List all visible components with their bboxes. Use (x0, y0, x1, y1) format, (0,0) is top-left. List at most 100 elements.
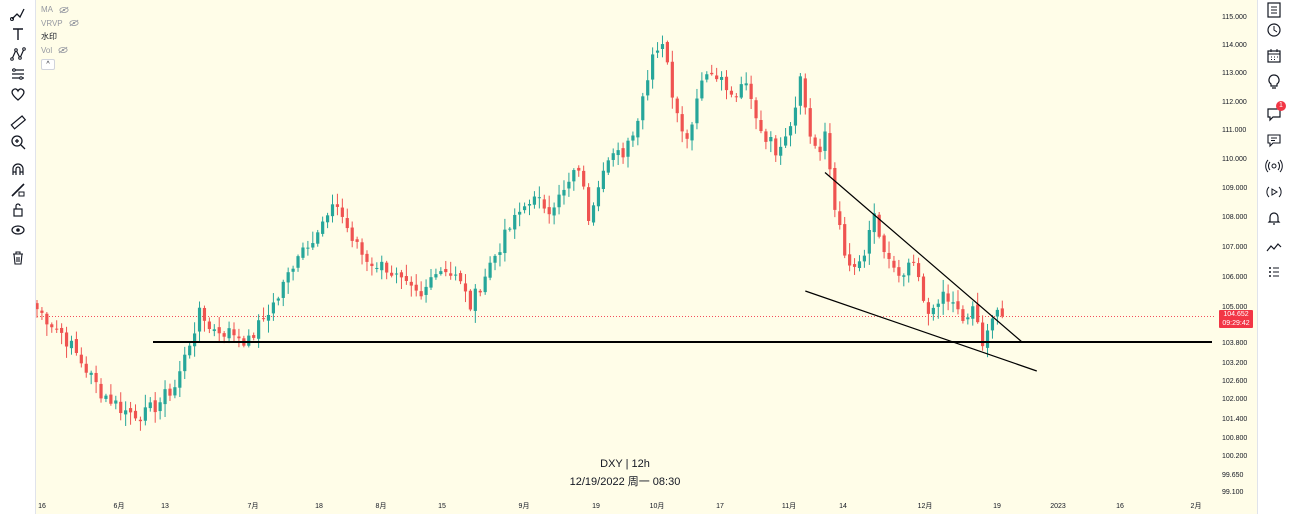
candle-body (527, 204, 532, 206)
candle-body (434, 274, 438, 278)
notifications-icon[interactable] (1264, 208, 1284, 228)
candle-body (616, 150, 620, 156)
calendar-icon[interactable] (1264, 46, 1284, 66)
chat-icon[interactable]: 1 (1264, 101, 1286, 124)
candle-body (330, 204, 335, 217)
candle-body (212, 329, 216, 332)
lower-trendline[interactable] (805, 290, 1037, 372)
alerts-icon[interactable] (1264, 20, 1284, 40)
candle-body (429, 277, 433, 288)
upper-trendline[interactable] (824, 172, 1023, 343)
price-tick-label: 105.000 (1222, 304, 1247, 311)
brush-lock-icon[interactable] (8, 180, 28, 200)
legend-item-watermark[interactable]: 水印 (41, 30, 79, 44)
candle-body (680, 114, 684, 132)
candle-body (311, 243, 315, 248)
eye-off-icon[interactable] (69, 19, 79, 27)
candle-body (990, 318, 995, 331)
candle-body (424, 286, 428, 295)
time-tick-label: 9月 (519, 502, 530, 510)
candle-body (345, 218, 349, 229)
ruler-icon[interactable] (8, 112, 28, 132)
candle-body (769, 137, 773, 142)
candle-body (636, 120, 640, 138)
candle-body (360, 242, 364, 255)
ideas-icon[interactable] (1264, 72, 1284, 92)
watchlist-icon[interactable] (1264, 0, 1284, 20)
price-tick-label: 106.000 (1222, 274, 1247, 281)
candle-body (951, 302, 955, 304)
candle-body (631, 135, 635, 141)
candle-body (838, 211, 842, 226)
cursor-draw-icon[interactable] (8, 4, 28, 24)
trash-icon[interactable] (8, 248, 28, 268)
candle-body (458, 273, 463, 282)
candle-body (178, 371, 182, 388)
indicator-legend: MA VRVP 水印 Vol ^ (41, 3, 79, 70)
candle-countdown: 09:29:42 (1222, 320, 1250, 328)
legend-collapse-button[interactable]: ^ (41, 59, 55, 70)
candle-body (266, 314, 271, 321)
eye-off-icon[interactable] (58, 46, 68, 54)
time-tick-label: 16 (38, 503, 46, 510)
zoom-in-icon[interactable] (8, 132, 28, 152)
eye-off-icon[interactable] (59, 6, 69, 14)
candle-body (651, 54, 655, 80)
candle-body (872, 213, 876, 233)
price-axis[interactable]: 115.000 114.000 113.000 112.000 111.000 110.0… (1222, 14, 1247, 496)
heart-icon[interactable] (8, 84, 28, 104)
legend-item-vrvp[interactable]: VRVP (41, 17, 79, 31)
candle-body (281, 281, 285, 298)
candle-body (916, 263, 921, 278)
candle-body (946, 293, 950, 302)
legend-item-vol[interactable]: Vol (41, 44, 79, 58)
candle-body (207, 321, 211, 330)
lock-icon[interactable] (8, 200, 28, 220)
candle-body (276, 298, 280, 301)
legend-label: 水印 (41, 32, 57, 41)
legend-item-ma[interactable]: MA (41, 3, 79, 17)
candle-body (867, 229, 871, 254)
candle-body (557, 194, 561, 208)
pattern-icon[interactable] (8, 44, 28, 64)
eye-icon[interactable] (8, 220, 28, 240)
candle-body (582, 170, 586, 187)
candles (35, 35, 1004, 431)
price-tick-label: 99.650 (1222, 472, 1244, 479)
candle-body (217, 327, 221, 334)
candle-body (719, 76, 724, 80)
candle-body (340, 207, 344, 217)
measure-lines-icon[interactable] (8, 64, 28, 84)
news-icon[interactable] (1264, 130, 1284, 150)
candle-body (114, 400, 118, 404)
candle-body (99, 383, 103, 399)
candle-body (40, 310, 44, 313)
candle-body (370, 263, 374, 267)
streams-icon[interactable] (1264, 156, 1284, 176)
magnet-icon[interactable] (8, 160, 28, 180)
candle-body (532, 196, 537, 205)
broadcast-icon[interactable] (1264, 182, 1284, 202)
time-tick-label: 8月 (376, 502, 387, 510)
candle-body (468, 290, 472, 310)
candle-body (577, 167, 581, 171)
wave-icon[interactable] (1264, 238, 1284, 258)
candle-body (306, 247, 310, 249)
candle-body (857, 261, 862, 269)
candle-body (163, 389, 167, 405)
candle-body (764, 131, 768, 142)
more-icon[interactable] (1264, 262, 1284, 282)
right-sidebar: 1 (1257, 0, 1289, 514)
drawing-toolbar (0, 0, 36, 514)
text-icon[interactable] (8, 24, 28, 44)
candle-body (94, 372, 98, 383)
candle-body (754, 100, 758, 119)
time-axis[interactable]: 16 6月 13 7月 18 8月 15 9月 19 10月 17 11月 14 12月 19 2023 16 2… (38, 502, 1201, 510)
candle-body (227, 328, 231, 339)
candle-body (119, 401, 123, 414)
price-tick-label: 103.200 (1222, 360, 1247, 367)
candle-body (591, 205, 596, 223)
drawings[interactable] (153, 172, 1212, 372)
